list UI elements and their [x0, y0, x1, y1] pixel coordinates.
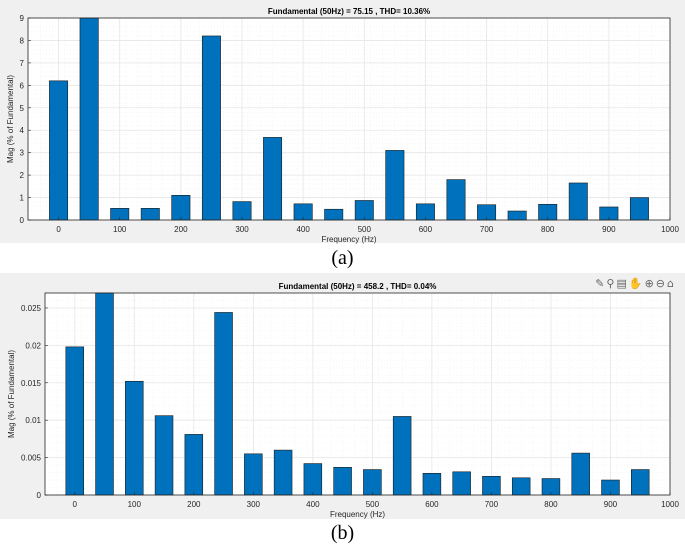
x-tick-label: 600: [425, 500, 439, 509]
bar-250hz: [214, 312, 233, 496]
bar-150hz: [154, 415, 174, 496]
y-tick-label: 8: [20, 36, 25, 45]
x-tick-label: 500: [366, 500, 380, 509]
y-tick-label: 5: [20, 104, 25, 113]
x-tick-labels: 0 100 200 300 400 500 600 700 800 900 1000: [56, 217, 679, 234]
x-tick-label: 400: [296, 225, 310, 234]
y-tick-label: 0.025: [21, 304, 42, 313]
x-tick-label: 700: [485, 500, 499, 509]
zoom-out-icon[interactable]: ⊖: [655, 277, 667, 290]
x-tick-label: 100: [113, 225, 127, 234]
x-tick-label: 1000: [661, 225, 679, 234]
y-tick-label: 1: [20, 194, 25, 203]
bar-850hz: [571, 452, 590, 496]
bar-550hz: [392, 416, 412, 496]
data-tip-icon[interactable]: ⚲: [606, 277, 616, 290]
y-tick-label: 3: [20, 149, 25, 158]
plot-area: [45, 293, 670, 495]
x-axis-label: Frequency (Hz): [330, 510, 385, 519]
y-tick-label: 0.015: [21, 379, 42, 388]
x-tick-label: 800: [541, 225, 555, 234]
bar-650hz: [446, 179, 466, 221]
bar-750hz: [507, 210, 527, 221]
bar-500hz: [363, 469, 382, 496]
axes-frame: [44, 292, 671, 496]
bar-350hz: [273, 449, 293, 496]
plot-area: [28, 18, 670, 220]
chart-title: Fundamental (50Hz) = 458.2 , THD= 0.04%: [279, 282, 437, 291]
y-tick-label: 0.005: [21, 454, 42, 463]
bar-250hz: [201, 35, 221, 221]
y-tick-label: 0.01: [25, 416, 41, 425]
bar-50hz: [79, 17, 99, 221]
y-tick-label: 4: [20, 126, 25, 135]
bar-150hz: [140, 208, 160, 221]
home-icon[interactable]: ⌂: [667, 277, 675, 290]
x-tick-label: 1000: [661, 500, 679, 509]
x-tick-label: 200: [174, 225, 188, 234]
x-tick-label: 0: [73, 500, 78, 509]
x-tick-label: 900: [604, 500, 618, 509]
x-tick-label: 400: [306, 500, 320, 509]
x-axis-label: Frequency (Hz): [321, 235, 376, 244]
y-tick-label: 9: [20, 14, 25, 23]
y-tick-label: 0: [37, 491, 42, 500]
x-tick-label: 900: [602, 225, 616, 234]
bar-400hz: [303, 463, 323, 496]
caption-b: (b): [330, 522, 355, 544]
y-tick-labels: 0 0.005 0.01 0.015 0.02 0.025: [21, 304, 48, 500]
chart-a: 0 100 200 300 400 500 600 700 800 900 1000 0 1 2 3 4 5 6 7…: [6, 7, 679, 244]
bar-850hz: [568, 182, 588, 221]
bar-350hz: [263, 137, 283, 221]
figure-panel-b: 0 100 200 300 400 500 600 700 800 900 1000 0 0.005 0.…: [0, 273, 685, 519]
y-axis-label: Mag (% of Fundamental): [7, 350, 16, 438]
bar-550hz: [385, 150, 405, 221]
bar-450hz: [333, 467, 352, 496]
bar-50hz: [95, 292, 114, 496]
caption-a: (a): [331, 247, 354, 269]
x-tick-label: 200: [187, 500, 201, 509]
x-tick-label: 500: [358, 225, 372, 234]
bar-100hz: [125, 380, 144, 496]
y-tick-label: 6: [20, 81, 25, 90]
zoom-in-icon[interactable]: ⊕: [644, 277, 655, 290]
axes-toolbar: ✎⚲▤✋⊕⊖⌂: [594, 277, 675, 290]
y-tick-label: 7: [20, 59, 25, 68]
bar-0hz: [65, 346, 84, 496]
y-tick-labels: 0 1 2 3 4 5 6 7 8 9: [20, 14, 31, 225]
bar-300hz: [244, 453, 263, 496]
bar-650hz: [452, 471, 471, 496]
chart-b: 0 100 200 300 400 500 600 700 800 900 1000 0 0.005 0.…: [7, 282, 679, 519]
bar-450hz: [324, 208, 344, 221]
x-tick-label: 600: [419, 225, 433, 234]
y-axis-label: Mag (% of Fundamental): [6, 75, 15, 163]
bar-200hz: [184, 434, 204, 496]
save-icon[interactable]: ▤: [616, 277, 628, 290]
bar-750hz: [511, 477, 531, 496]
bar-600hz: [422, 473, 442, 496]
figure-panel-a: 0 100 200 300 400 500 600 700 800 900 1000 0 1 2 3 4 5 6 7…: [0, 0, 685, 244]
x-tick-label: 0: [56, 225, 61, 234]
axes-frame: [27, 17, 671, 221]
x-tick-label: 300: [235, 225, 249, 234]
bar-950hz: [631, 469, 650, 496]
chart-title: Fundamental (50Hz) = 75.15 , THD= 10.36%: [268, 7, 430, 16]
x-tick-label: 800: [544, 500, 558, 509]
x-tick-label: 100: [128, 500, 142, 509]
bar-0hz: [49, 80, 69, 221]
y-tick-label: 0.02: [25, 341, 41, 350]
pan-icon[interactable]: ✋: [628, 277, 644, 290]
brush-icon[interactable]: ✎: [595, 277, 606, 290]
bar-950hz: [629, 197, 649, 221]
y-tick-label: 2: [20, 171, 25, 180]
x-tick-labels: 0 100 200 300 400 500 600 700 800 900 1000: [73, 492, 679, 509]
y-tick-label: 0: [20, 216, 25, 225]
bar-200hz: [171, 195, 191, 221]
x-tick-label: 700: [480, 225, 494, 234]
x-tick-label: 300: [247, 500, 261, 509]
